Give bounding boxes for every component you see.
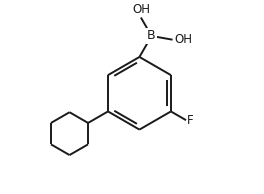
Text: OH: OH bbox=[132, 3, 150, 16]
Text: OH: OH bbox=[174, 33, 192, 46]
Text: B: B bbox=[147, 29, 156, 42]
Text: F: F bbox=[187, 114, 194, 127]
